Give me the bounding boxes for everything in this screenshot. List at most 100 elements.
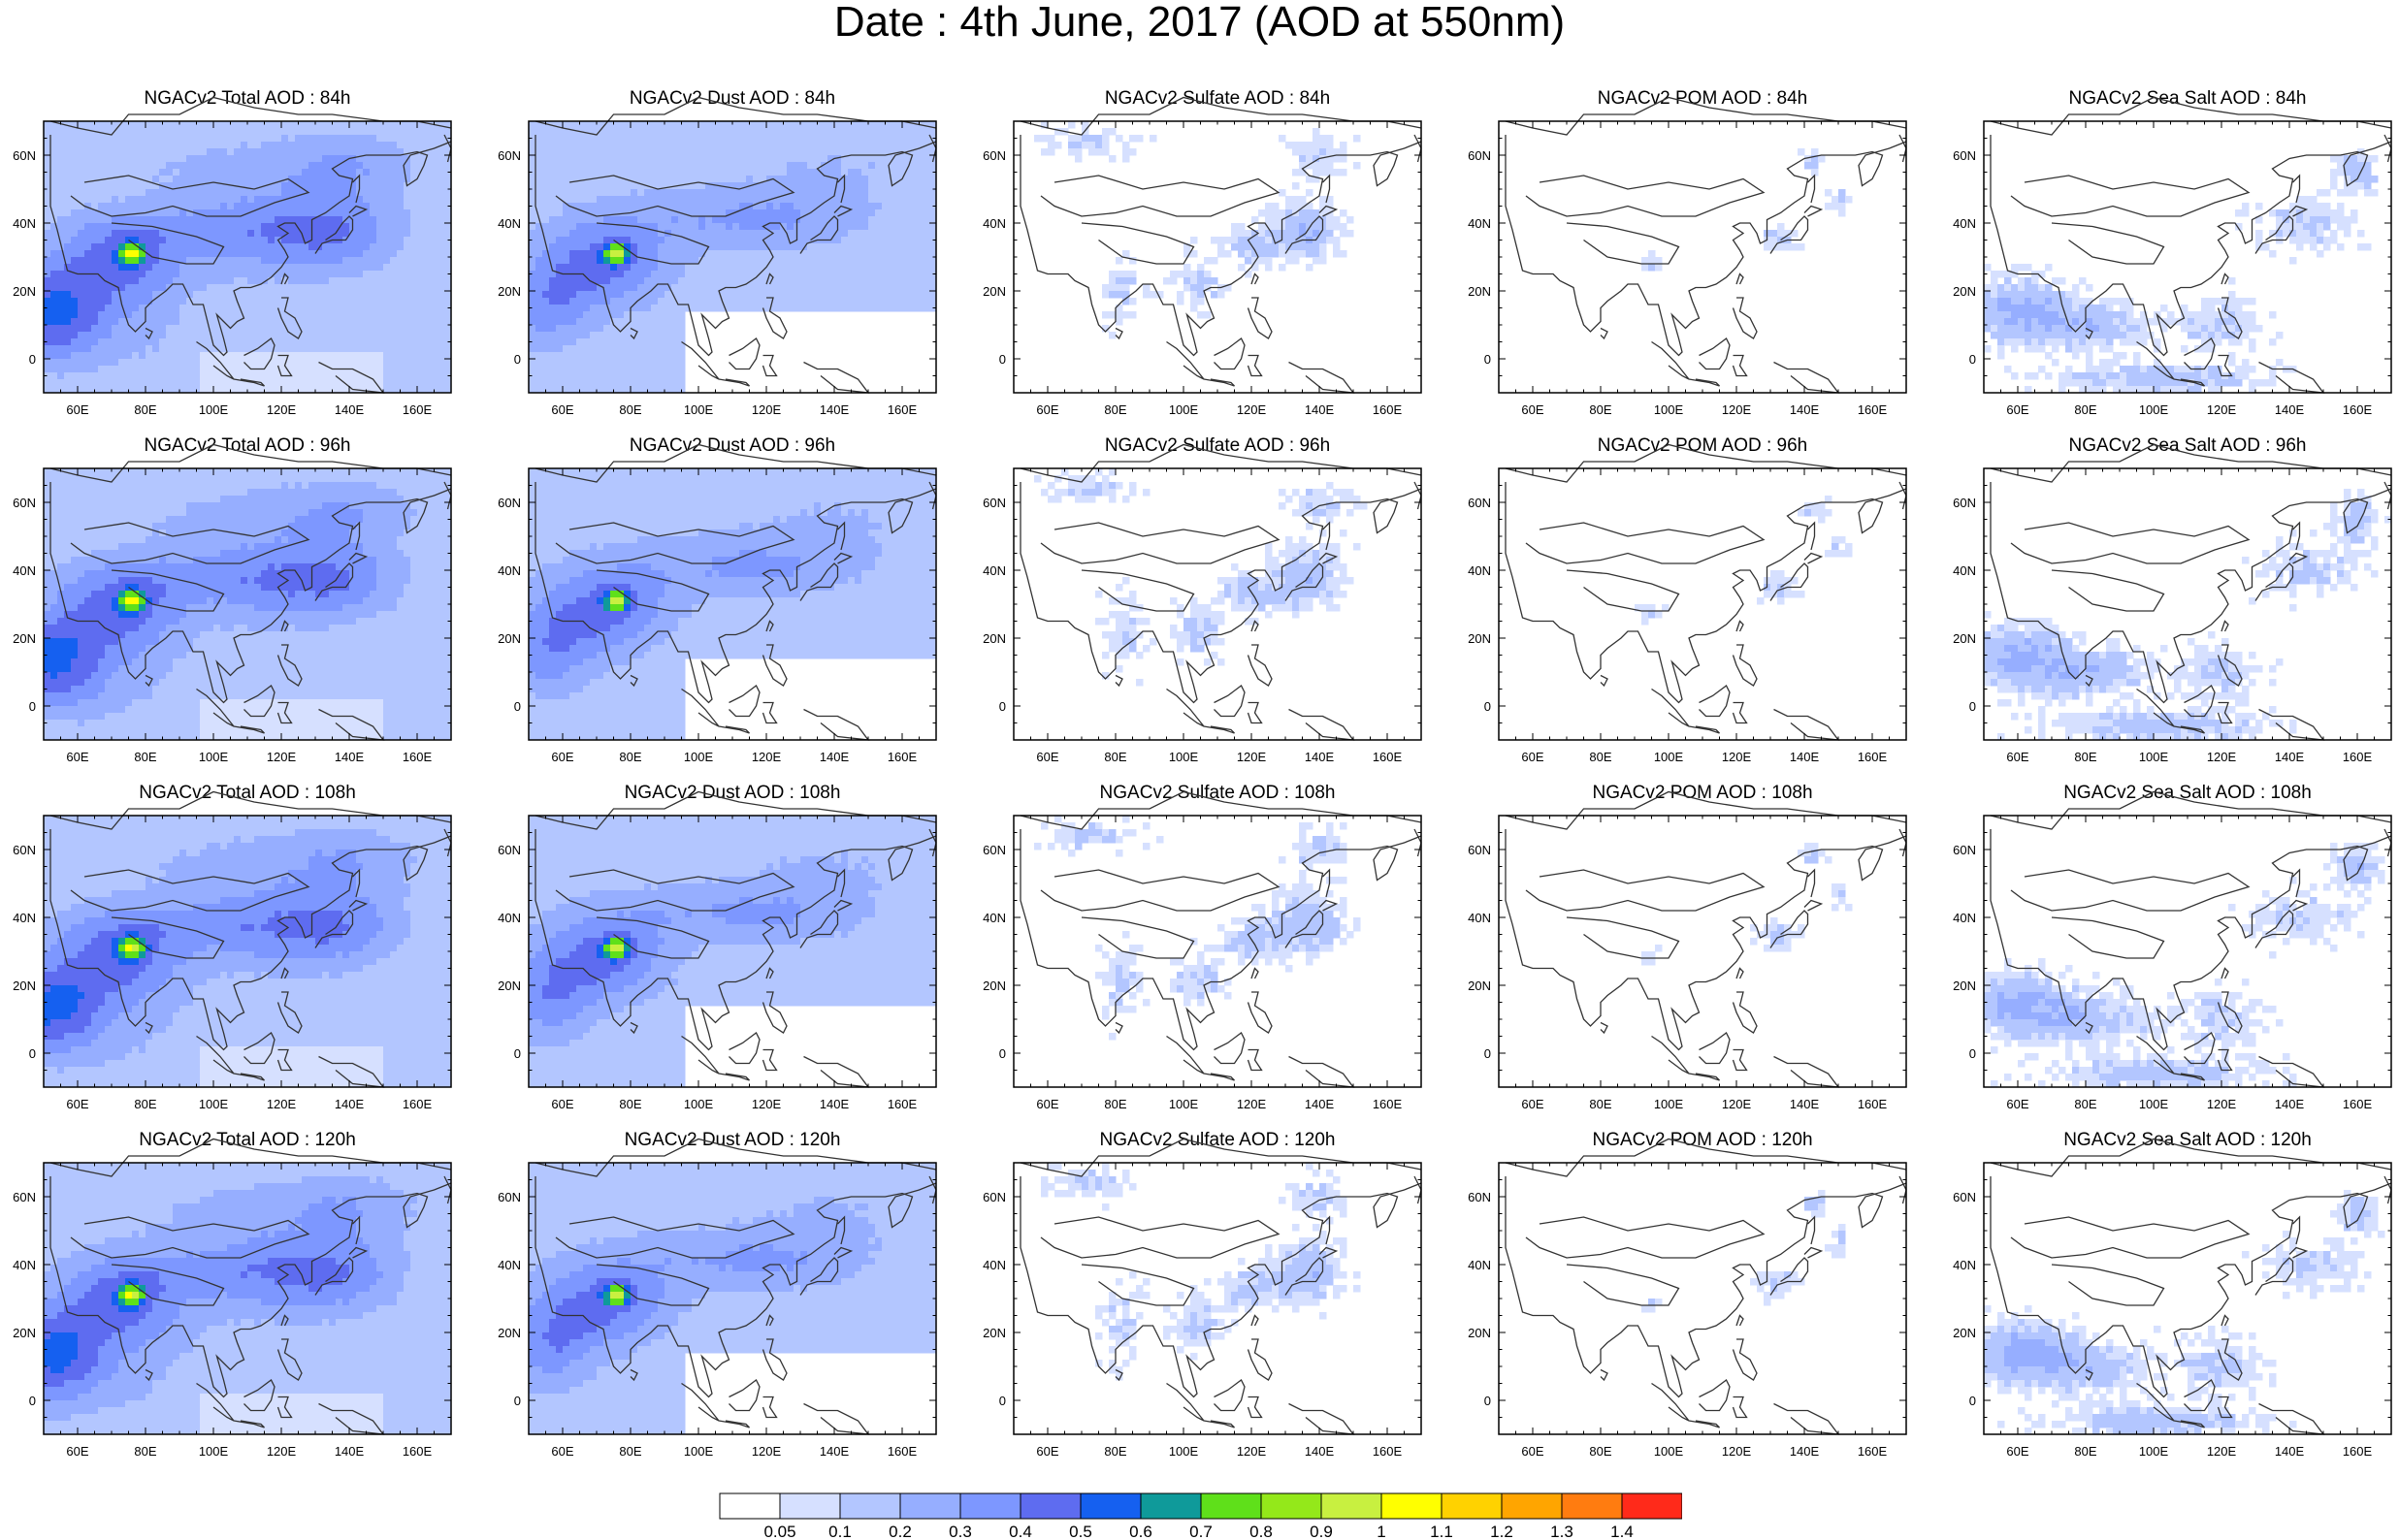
lon-tick-label: 140E xyxy=(335,750,365,764)
coastlines xyxy=(1505,443,1907,741)
lat-tick-label: 60N xyxy=(13,496,36,510)
lon-tick-label: 100E xyxy=(199,750,229,764)
lat-tick-label: 60N xyxy=(1468,148,1491,163)
lon-tick-label: 60E xyxy=(551,1097,573,1111)
colorbar-label: 0.2 xyxy=(889,1523,912,1540)
panel-title: NGACv2 Sea Salt AOD : 108h xyxy=(1984,783,2391,804)
lon-tick-label: 80E xyxy=(1589,1444,1611,1459)
colorbar-swatch xyxy=(899,1492,961,1520)
lat-tick-label: 40N xyxy=(13,911,36,925)
lon-tick-label: 60E xyxy=(1036,402,1058,417)
lon-tick-label: 160E xyxy=(1858,1444,1888,1459)
lat-tick-label: 20N xyxy=(1468,979,1491,993)
lon-tick-label: 140E xyxy=(2275,750,2305,764)
lon-tick-label: 160E xyxy=(888,402,918,417)
panel-title: NGACv2 POM AOD : 120h xyxy=(1499,1130,1906,1151)
lat-tick-label: 40N xyxy=(1953,563,1976,578)
lat-tick-label: 20N xyxy=(498,1326,521,1340)
lat-tick-label: 20N xyxy=(1953,1326,1976,1340)
aod-field xyxy=(529,1163,937,1435)
lat-tick-label: 40N xyxy=(498,911,521,925)
lat-tick-label: 0 xyxy=(999,699,1006,714)
lon-tick-label: 60E xyxy=(1036,1097,1058,1111)
aod-field xyxy=(1635,496,1853,626)
aod-field xyxy=(1984,843,2385,1088)
panel-title: NGACv2 Sulfate AOD : 108h xyxy=(1014,783,1421,804)
lon-tick-label: 100E xyxy=(684,1444,714,1459)
lon-tick-label: 160E xyxy=(888,1444,918,1459)
map-panel-seasalt: NGACv2 Sea Salt AOD : 120h 60E 80E 100E 120E… xyxy=(1940,1130,2399,1465)
panel-title: NGACv2 POM AOD : 84h xyxy=(1499,88,1906,110)
lon-tick-label: 140E xyxy=(1305,750,1335,764)
lon-tick-label: 60E xyxy=(1036,1444,1058,1459)
map-panel-pom: NGACv2 POM AOD : 108h 60E 80E 100E 120E 140E 1… xyxy=(1455,783,1921,1118)
map-frame xyxy=(1498,120,1907,394)
map-frame xyxy=(1498,1162,1907,1435)
lon-tick-label: 60E xyxy=(1521,750,1543,764)
colorbar-label: 0.05 xyxy=(763,1523,795,1540)
lon-tick-label: 80E xyxy=(2074,750,2096,764)
lat-tick-label: 60N xyxy=(1953,843,1976,857)
map-panel-pom: NGACv2 POM AOD : 84h 60E 80E 100E 120E 140E 16… xyxy=(1455,88,1921,424)
panel-title: NGACv2 Sea Salt AOD : 120h xyxy=(1984,1130,2391,1151)
lat-tick-label: 0 xyxy=(1969,1046,1976,1061)
coastlines xyxy=(1505,1138,1907,1435)
lon-tick-label: 120E xyxy=(2207,1444,2237,1459)
lat-tick-label: 0 xyxy=(999,1046,1006,1061)
aod-map: 60E 80E 100E 120E 140E 160E 60N 40N 20N 0 xyxy=(983,790,1422,1111)
lon-tick-label: 160E xyxy=(1858,1097,1888,1111)
lon-tick-label: 160E xyxy=(1858,402,1888,417)
lat-tick-label: 20N xyxy=(983,631,1006,646)
lon-tick-label: 100E xyxy=(684,750,714,764)
aod-field xyxy=(1041,1163,1361,1381)
lat-tick-label: 20N xyxy=(1468,284,1491,299)
lon-tick-label: 80E xyxy=(619,750,641,764)
coastlines xyxy=(49,96,452,394)
lat-tick-label: 20N xyxy=(983,979,1006,993)
lon-tick-label: 100E xyxy=(1654,750,1684,764)
lat-tick-label: 60N xyxy=(983,843,1006,857)
panel-title: NGACv2 Sulfate AOD : 84h xyxy=(1014,88,1421,110)
colorbar-label: 0.1 xyxy=(828,1523,852,1540)
lat-tick-label: 60N xyxy=(498,1190,521,1204)
coastlines xyxy=(1020,790,1422,1088)
lon-tick-label: 60E xyxy=(551,402,573,417)
lon-tick-label: 60E xyxy=(2006,750,2028,764)
aod-map: 60E 80E 100E 120E 140E 160E 60N 40N 20N 0 xyxy=(983,1138,1422,1459)
aod-map: 60E 80E 100E 120E 140E 160E 60N 40N 20N 0 xyxy=(1953,443,2392,764)
lat-tick-label: 40N xyxy=(1468,216,1491,231)
map-frame xyxy=(1013,1162,1422,1435)
panel-title: NGACv2 Dust AOD : 120h xyxy=(529,1130,936,1151)
colorbar-swatch xyxy=(1080,1492,1142,1520)
coastlines xyxy=(1990,1138,2392,1435)
lon-tick-label: 100E xyxy=(2139,402,2169,417)
lon-tick-label: 100E xyxy=(1654,402,1684,417)
coastlines xyxy=(1990,96,2392,394)
map-panel-dust: NGACv2 Dust AOD : 108h 60E 80E 100E 120E 140E… xyxy=(485,783,951,1118)
aod-field xyxy=(1984,1190,2385,1435)
lon-tick-label: 160E xyxy=(1373,750,1403,764)
aod-field xyxy=(1034,816,1361,1041)
colorbar-swatch xyxy=(839,1492,901,1520)
lon-tick-label: 120E xyxy=(1237,1444,1267,1459)
aod-field xyxy=(44,816,452,1088)
lon-tick-label: 140E xyxy=(1790,750,1820,764)
lon-tick-label: 100E xyxy=(2139,1444,2169,1459)
aod-field xyxy=(1984,148,2379,394)
aod-map: 60E 80E 100E 120E 140E 160E 60N 40N 20N 0 xyxy=(498,1138,937,1459)
lon-tick-label: 80E xyxy=(1104,1444,1126,1459)
lon-tick-label: 80E xyxy=(1589,750,1611,764)
panel-title: NGACv2 Sea Salt AOD : 96h xyxy=(1984,435,2391,457)
colorbar-swatch xyxy=(1380,1492,1443,1520)
lat-tick-label: 0 xyxy=(1969,352,1976,367)
lat-tick-label: 0 xyxy=(999,1394,1006,1408)
aod-map: 60E 80E 100E 120E 140E 160E 60N 40N 20N 0 xyxy=(13,1138,452,1459)
aod-map: 60E 80E 100E 120E 140E 160E 60N 40N 20N 0 xyxy=(498,790,937,1111)
lon-tick-label: 100E xyxy=(1169,750,1199,764)
lat-tick-label: 0 xyxy=(514,699,521,714)
lat-tick-label: 0 xyxy=(514,1046,521,1061)
lat-tick-label: 60N xyxy=(1468,843,1491,857)
lon-tick-label: 60E xyxy=(1521,402,1543,417)
aod-map: 60E 80E 100E 120E 140E 160E 60N 40N 20N 0 xyxy=(983,96,1422,417)
lat-tick-label: 0 xyxy=(1484,1046,1491,1061)
